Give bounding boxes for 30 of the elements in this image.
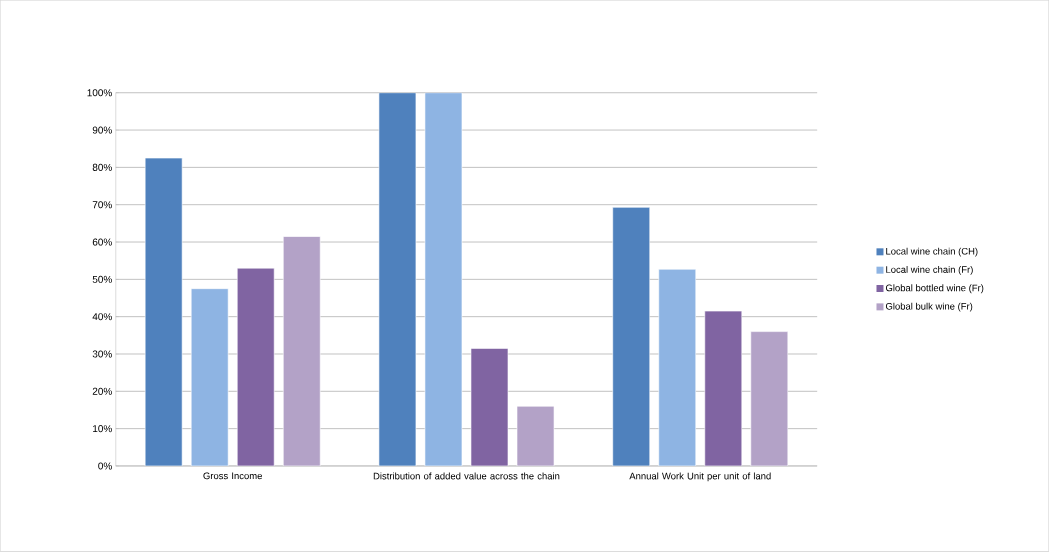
y-tick-label: 70% xyxy=(92,201,112,209)
legend-label: Global bulk wine (Fr) xyxy=(885,302,973,312)
bar xyxy=(144,157,183,467)
bar xyxy=(612,207,651,467)
bar xyxy=(470,348,509,467)
legend-label: Local wine chain (Fr) xyxy=(886,266,973,275)
y-tick-label: 20% xyxy=(92,387,112,395)
bar xyxy=(424,92,463,467)
y-tick-label: 100% xyxy=(87,89,112,97)
y-tick-label: 90% xyxy=(92,126,112,134)
bar xyxy=(658,269,697,467)
y-tick-label: 10% xyxy=(93,425,112,433)
bar xyxy=(516,406,555,467)
bar xyxy=(750,331,789,467)
bar xyxy=(378,92,417,467)
bar xyxy=(282,236,321,467)
x-tick-label: Gross Income xyxy=(203,472,262,480)
y-tick-label: 40% xyxy=(92,313,112,321)
x-tick-label: Annual Work Unit per unit of land xyxy=(629,472,771,482)
y-tick-label: 80% xyxy=(92,164,112,172)
legend-label: Local wine chain (CH) xyxy=(886,247,978,257)
y-tick-label: 60% xyxy=(92,238,112,246)
bar xyxy=(704,310,743,467)
bar xyxy=(190,288,229,467)
y-tick-label: 0% xyxy=(98,462,112,470)
x-tick-label: Distribution of added value across the chain xyxy=(373,472,560,480)
bar xyxy=(236,267,275,467)
y-tick-label: 30% xyxy=(92,350,112,358)
y-tick-label: 50% xyxy=(92,275,112,284)
legend-label: Global bottled wine (Fr) xyxy=(885,284,984,294)
